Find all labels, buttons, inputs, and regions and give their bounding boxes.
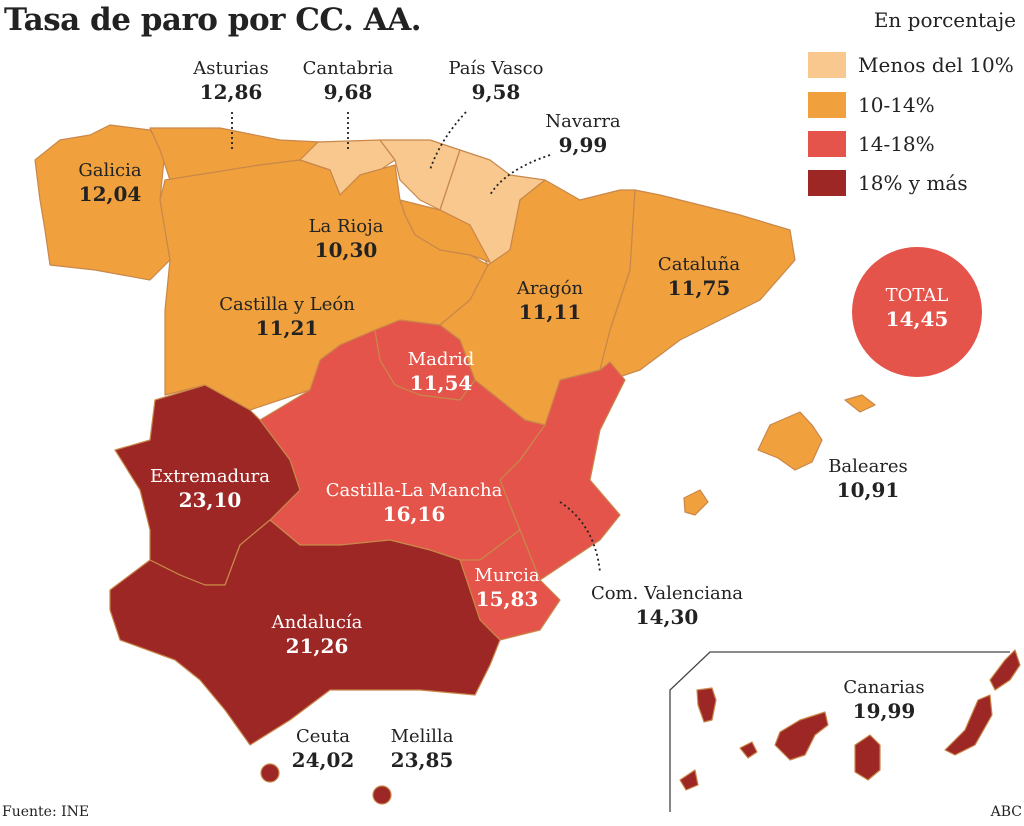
legend-item: Menos del 10% bbox=[808, 52, 1014, 78]
label-andalucia: Andalucía 21,26 bbox=[271, 612, 363, 658]
legend-swatch bbox=[808, 92, 846, 118]
legend-swatch bbox=[808, 131, 846, 157]
label-la-rioja: La Rioja 10,30 bbox=[308, 216, 384, 262]
legend-swatch bbox=[808, 170, 846, 196]
total-label: TOTAL 14,45 bbox=[885, 285, 949, 331]
leader-line-pais-vasco bbox=[429, 111, 467, 171]
region-baleares-ibiza[interactable] bbox=[683, 489, 709, 516]
label-canarias: Canarias 19,99 bbox=[843, 677, 925, 723]
label-melilla: Melilla 23,85 bbox=[390, 726, 454, 772]
source-note: Fuente: INE bbox=[2, 804, 90, 820]
label-castilla-la-mancha: Castilla-La Mancha 16,16 bbox=[325, 480, 503, 526]
label-pais-vasco: País Vasco 9,58 bbox=[448, 58, 544, 104]
region-canarias-lanzarote[interactable] bbox=[989, 649, 1021, 691]
legend-label: 18% y más bbox=[858, 171, 968, 195]
region-baleares-menorca[interactable] bbox=[844, 394, 876, 413]
region-canarias-gomera[interactable] bbox=[739, 741, 758, 759]
region-baleares-mallorca[interactable] bbox=[757, 411, 823, 471]
label-com-valenciana: Com. Valenciana 14,30 bbox=[590, 583, 744, 629]
legend-label: Menos del 10% bbox=[858, 53, 1014, 77]
legend-label: 14-18% bbox=[858, 132, 935, 156]
region-ceuta[interactable] bbox=[260, 763, 280, 783]
label-cataluna: Cataluña 11,75 bbox=[657, 254, 741, 300]
region-canarias-hierro[interactable] bbox=[679, 769, 699, 791]
leader-line-navarra bbox=[489, 154, 551, 196]
label-galicia: Galicia 12,04 bbox=[78, 160, 142, 206]
legend-title: En porcentaje bbox=[873, 8, 1016, 32]
total-badge bbox=[852, 247, 982, 377]
legend-item: 18% y más bbox=[808, 170, 968, 196]
label-murcia: Murcia 15,83 bbox=[474, 565, 540, 611]
label-ceuta: Ceuta 24,02 bbox=[291, 726, 355, 772]
region-canarias-tenerife[interactable] bbox=[774, 711, 829, 761]
legend-item: 10-14% bbox=[808, 92, 935, 118]
credit: ABC bbox=[990, 804, 1022, 820]
label-baleares: Baleares 10,91 bbox=[828, 456, 908, 502]
label-madrid: Madrid 11,54 bbox=[407, 349, 475, 395]
leader-line-valenciana bbox=[559, 501, 601, 573]
label-aragon: Aragón 11,11 bbox=[516, 278, 584, 324]
map-title: Tasa de paro por CC. AA. bbox=[4, 2, 422, 38]
region-andalucia[interactable] bbox=[109, 519, 501, 746]
legend-label: 10-14% bbox=[858, 93, 935, 117]
region-canarias-grancanaria[interactable] bbox=[854, 734, 881, 781]
region-melilla[interactable] bbox=[372, 785, 392, 805]
label-navarra: Navarra 9,99 bbox=[545, 111, 621, 157]
label-cantabria: Cantabria 9,68 bbox=[302, 58, 394, 104]
legend-swatch bbox=[808, 52, 846, 78]
region-canarias-fuerteventura[interactable] bbox=[944, 694, 993, 756]
region-cataluna[interactable] bbox=[599, 189, 796, 381]
canarias-inset-frame bbox=[669, 651, 1010, 812]
label-asturias: Asturias 12,86 bbox=[193, 58, 269, 104]
region-canarias-lapalma[interactable] bbox=[696, 687, 717, 723]
region-com-valenciana[interactable] bbox=[499, 361, 626, 581]
label-castilla-y-leon: Castilla y León 11,21 bbox=[219, 294, 355, 340]
region-madrid[interactable] bbox=[374, 319, 476, 401]
legend-item: 14-18% bbox=[808, 131, 935, 157]
label-extremadura: Extremadura 23,10 bbox=[149, 466, 271, 512]
